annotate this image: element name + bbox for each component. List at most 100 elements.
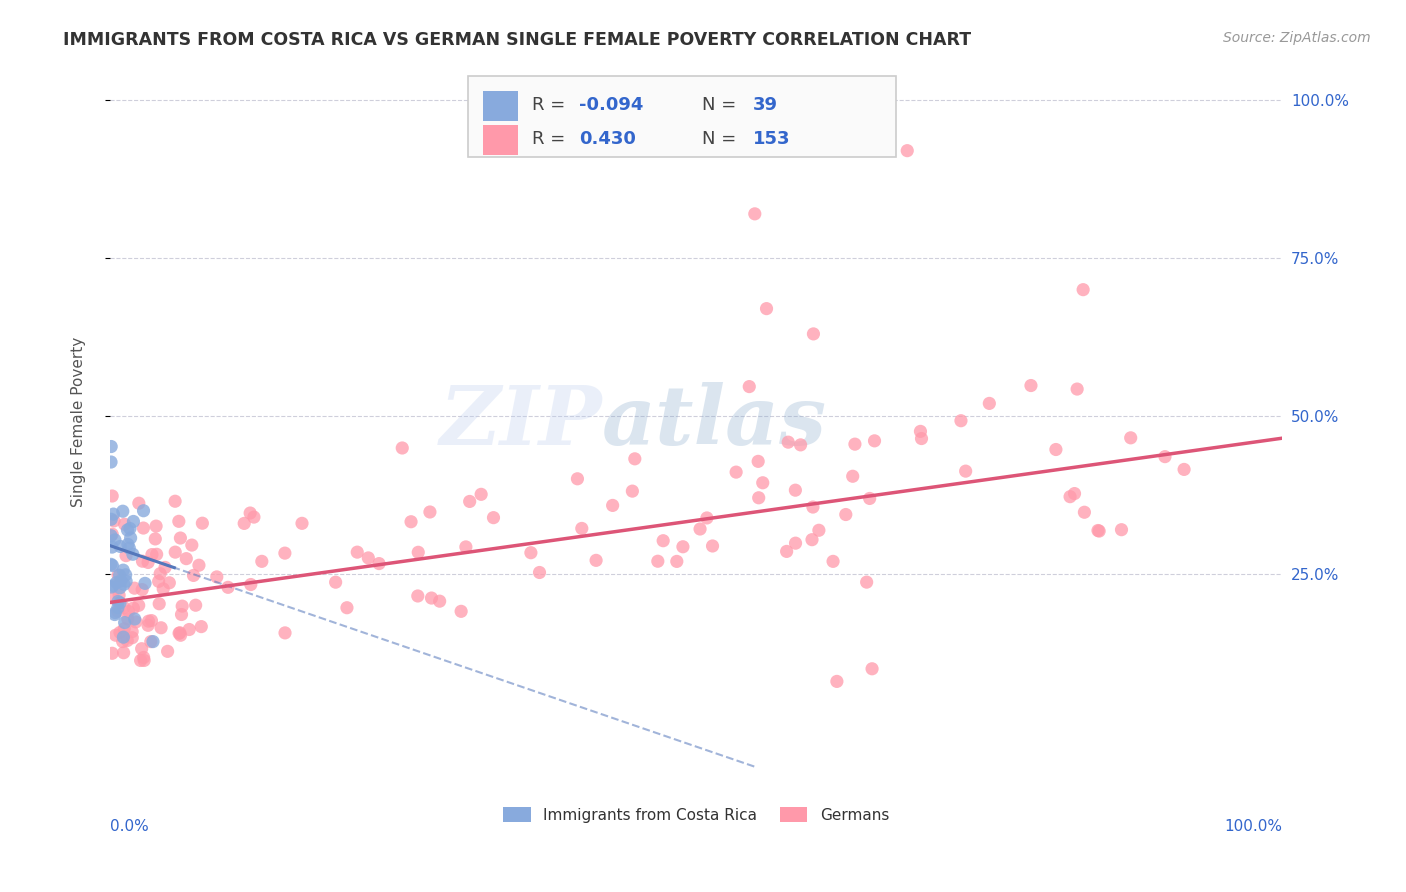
Point bbox=[131, 554, 153, 568]
Point bbox=[368, 557, 391, 571]
Point bbox=[1045, 442, 1067, 457]
Point bbox=[131, 641, 153, 656]
Point bbox=[1019, 378, 1042, 392]
Point bbox=[101, 489, 124, 503]
Point bbox=[114, 567, 136, 582]
Point bbox=[143, 532, 166, 546]
Point bbox=[825, 674, 848, 689]
Point bbox=[129, 653, 152, 667]
Point bbox=[470, 487, 492, 501]
Point bbox=[100, 455, 122, 469]
Point bbox=[979, 396, 1001, 410]
Point bbox=[134, 576, 156, 591]
Point bbox=[624, 451, 647, 466]
Point bbox=[108, 568, 131, 582]
Point bbox=[122, 601, 145, 615]
Point bbox=[165, 494, 187, 508]
Point bbox=[141, 614, 163, 628]
Point bbox=[789, 438, 811, 452]
Point bbox=[103, 514, 125, 528]
Text: IMMIGRANTS FROM COSTA RICA VS GERMAN SINGLE FEMALE POVERTY CORRELATION CHART: IMMIGRANTS FROM COSTA RICA VS GERMAN SIN… bbox=[63, 31, 972, 49]
Point bbox=[1173, 462, 1195, 476]
FancyBboxPatch shape bbox=[482, 91, 517, 121]
Point bbox=[738, 379, 761, 393]
Point bbox=[672, 540, 695, 554]
Point bbox=[117, 537, 139, 551]
Point bbox=[139, 634, 162, 648]
Point bbox=[122, 547, 145, 561]
Point bbox=[184, 599, 207, 613]
Point bbox=[100, 512, 122, 526]
Point bbox=[115, 549, 138, 563]
Point bbox=[191, 516, 214, 531]
Point bbox=[148, 574, 170, 589]
Point bbox=[136, 618, 159, 632]
Point bbox=[1066, 382, 1088, 396]
Point bbox=[121, 624, 143, 639]
Point bbox=[357, 550, 380, 565]
Point bbox=[104, 607, 127, 622]
Point bbox=[169, 625, 191, 640]
Point bbox=[138, 614, 160, 628]
Point bbox=[156, 644, 179, 658]
Point bbox=[621, 484, 644, 499]
Text: 39: 39 bbox=[752, 96, 778, 114]
Point bbox=[174, 551, 197, 566]
Point bbox=[274, 626, 297, 640]
Point bbox=[108, 588, 131, 602]
Point bbox=[785, 536, 807, 550]
Point bbox=[346, 545, 368, 559]
Point bbox=[103, 507, 125, 521]
Point bbox=[785, 483, 807, 498]
Point bbox=[1119, 431, 1142, 445]
Point bbox=[801, 500, 824, 514]
Point bbox=[117, 523, 139, 537]
Point bbox=[243, 510, 266, 524]
Point bbox=[855, 575, 877, 590]
Point bbox=[117, 604, 139, 618]
Point bbox=[149, 566, 172, 581]
Point bbox=[124, 612, 146, 626]
Point bbox=[128, 599, 150, 613]
Point bbox=[117, 633, 139, 648]
Point bbox=[1073, 505, 1095, 519]
Point bbox=[172, 599, 194, 614]
Point bbox=[1088, 524, 1111, 538]
Point bbox=[170, 607, 193, 622]
Point bbox=[1063, 486, 1085, 500]
Point bbox=[108, 596, 131, 610]
Point bbox=[778, 435, 800, 450]
Text: N =: N = bbox=[702, 96, 742, 114]
Point bbox=[949, 414, 972, 428]
Point bbox=[120, 531, 142, 545]
Text: atlas: atlas bbox=[602, 383, 828, 462]
Point bbox=[169, 628, 191, 642]
Point bbox=[841, 469, 863, 483]
Point bbox=[145, 547, 167, 561]
Point bbox=[274, 546, 297, 560]
Point bbox=[775, 544, 797, 558]
Point bbox=[725, 465, 748, 479]
Point bbox=[803, 326, 825, 341]
Point bbox=[101, 591, 124, 605]
Point bbox=[454, 540, 477, 554]
Point bbox=[239, 506, 262, 520]
Point bbox=[148, 597, 170, 611]
Point bbox=[101, 527, 124, 541]
Point bbox=[152, 582, 174, 596]
Point bbox=[108, 625, 131, 640]
Point bbox=[406, 545, 429, 559]
Point bbox=[105, 575, 128, 590]
Y-axis label: Single Female Poverty: Single Female Poverty bbox=[72, 337, 86, 508]
Point bbox=[125, 615, 148, 629]
Point bbox=[399, 515, 422, 529]
Point bbox=[955, 464, 977, 478]
Point bbox=[132, 504, 155, 518]
Text: R =: R = bbox=[531, 130, 571, 148]
Point bbox=[145, 519, 167, 533]
Point bbox=[101, 558, 124, 573]
Point bbox=[118, 541, 141, 555]
Point bbox=[205, 570, 228, 584]
Point bbox=[132, 650, 155, 665]
Point bbox=[115, 574, 138, 588]
